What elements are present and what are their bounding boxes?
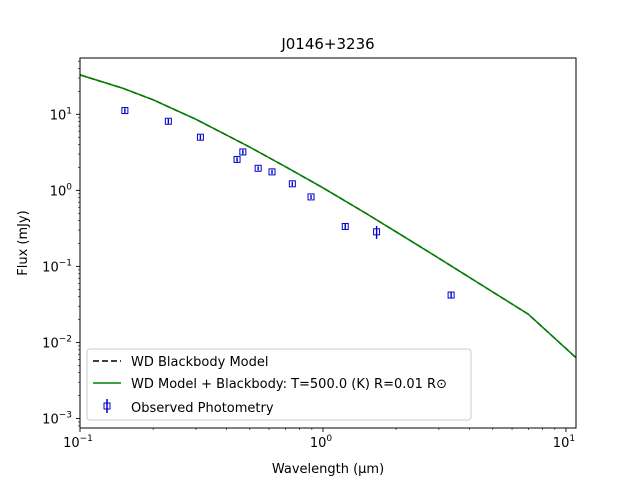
legend-frame (86, 348, 472, 421)
series-layer (79, 74, 577, 359)
legend-label-observed-photometry: Observed Photometry (131, 401, 274, 416)
y-tick-label: 10−1 (42, 258, 72, 275)
plot-border (79, 57, 577, 429)
photometry-point (341, 222, 349, 230)
wd-model-plus-blackbody-line (79, 74, 577, 359)
y-axis: 10−3 10−2 10−1 100 101 (42, 60, 80, 427)
y-tick-label: 100 (50, 182, 73, 199)
y-tick-label: 10−3 (42, 410, 72, 427)
legend-label-wd-model-plus-blackbody: WD Model + Blackbody: T=500.0 (K) R=0.01… (131, 377, 447, 392)
photometry-point (373, 228, 381, 236)
x-axis-label: Wavelength (μm) (272, 462, 384, 477)
photometry-point (164, 117, 172, 125)
photometry-point (288, 180, 296, 188)
x-tick-label: 101 (553, 434, 575, 451)
photometry-point (254, 164, 262, 172)
points-layer (121, 107, 455, 299)
y-tick-label: 101 (50, 106, 72, 123)
y-tick-label: 10−2 (42, 334, 72, 351)
y-axis-label: Flux (mJy) (16, 210, 31, 276)
photometry-point (447, 291, 455, 299)
x-axis: 10−1 100 101 (63, 428, 575, 451)
chart-title: J0146+3236 (280, 35, 374, 53)
photometry-point (268, 168, 276, 176)
legend-handle-marker (103, 402, 111, 410)
photometry-point (196, 133, 204, 141)
legend: WD Blackbody Model WD Model + Blackbody:… (86, 348, 472, 421)
x-tick-label: 100 (310, 434, 333, 451)
x-tick-label: 10−1 (63, 434, 93, 451)
legend-label-wd-blackbody-model: WD Blackbody Model (131, 355, 268, 370)
photometry-point (307, 193, 315, 201)
photometry-point (121, 107, 129, 115)
photometry-point (239, 148, 247, 156)
photometry-point (233, 155, 241, 163)
